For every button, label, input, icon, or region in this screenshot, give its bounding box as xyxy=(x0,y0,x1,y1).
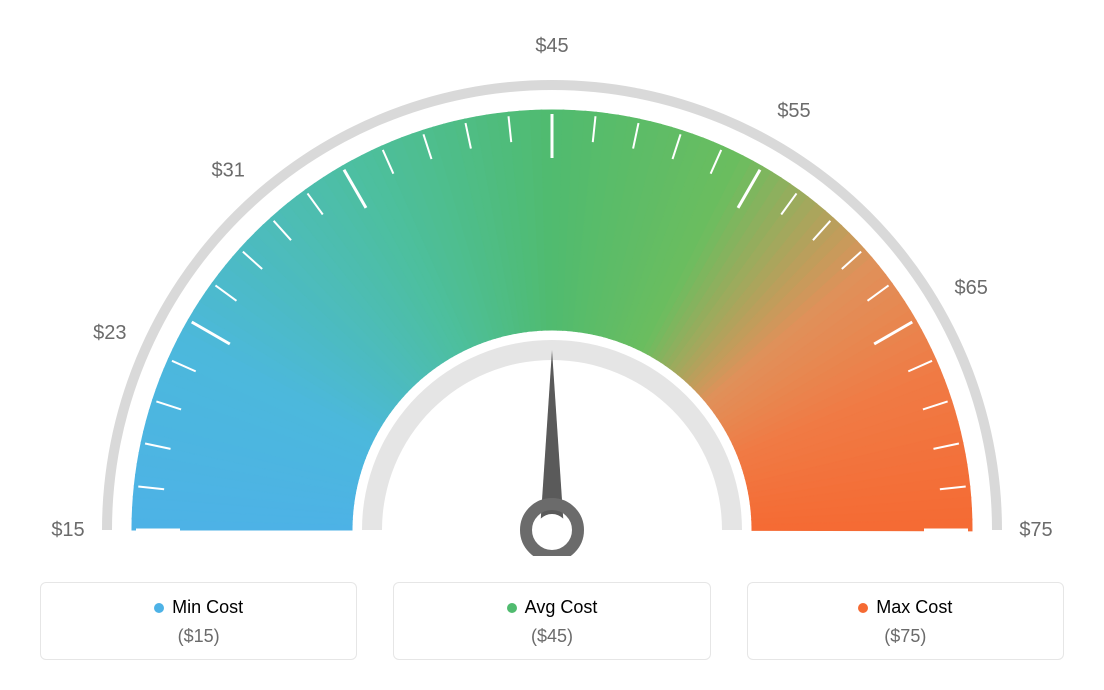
svg-text:$31: $31 xyxy=(211,159,244,181)
legend-value-max: ($75) xyxy=(758,626,1053,647)
cost-gauge-widget: $15 $23 $31 $45 $55 $65 $75 Min Cost ($15) Avg… xyxy=(0,0,1104,690)
svg-text:$23: $23 xyxy=(93,322,126,344)
dot-icon xyxy=(858,603,868,613)
svg-text:$65: $65 xyxy=(954,277,987,299)
svg-text:$15: $15 xyxy=(51,519,84,541)
legend-card-avg: Avg Cost ($45) xyxy=(393,582,710,660)
legend-label-max: Max Cost xyxy=(758,597,1053,618)
gauge-chart: $15 $23 $31 $45 $55 $65 $75 xyxy=(0,0,1104,556)
legend-label-text: Min Cost xyxy=(172,597,243,618)
dot-icon xyxy=(507,603,517,613)
dot-icon xyxy=(154,603,164,613)
legend-label-avg: Avg Cost xyxy=(404,597,699,618)
legend-card-min: Min Cost ($15) xyxy=(40,582,357,660)
legend-card-max: Max Cost ($75) xyxy=(747,582,1064,660)
legend-row: Min Cost ($15) Avg Cost ($45) Max Cost (… xyxy=(0,582,1104,660)
svg-text:$75: $75 xyxy=(1019,519,1052,541)
gauge-area: $15 $23 $31 $45 $55 $65 $75 xyxy=(0,0,1104,556)
legend-value-min: ($15) xyxy=(51,626,346,647)
legend-value-avg: ($45) xyxy=(404,626,699,647)
legend-label-text: Avg Cost xyxy=(525,597,598,618)
svg-text:$45: $45 xyxy=(535,35,568,57)
legend-label-text: Max Cost xyxy=(876,597,952,618)
legend-label-min: Min Cost xyxy=(51,597,346,618)
svg-text:$55: $55 xyxy=(777,100,810,122)
